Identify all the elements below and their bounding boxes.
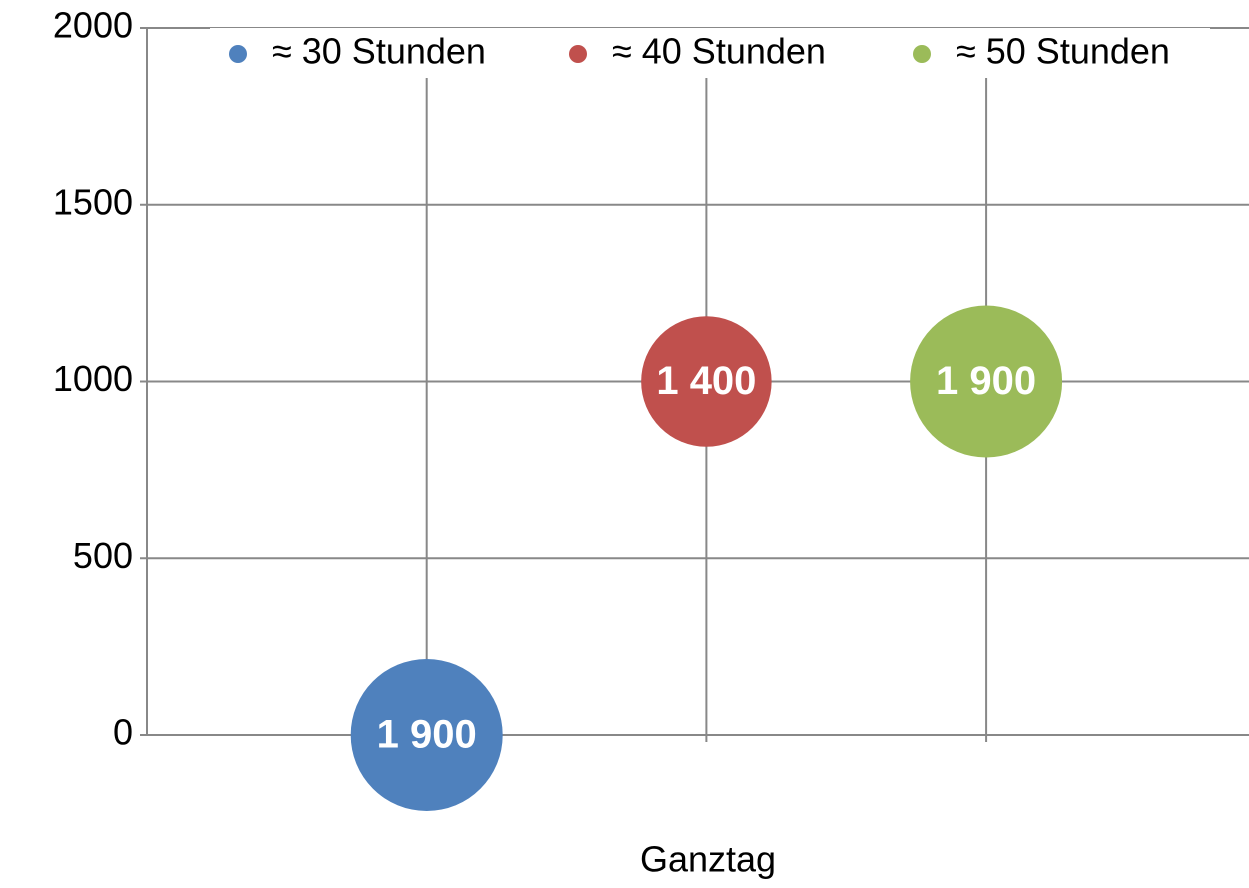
y-tick-label: 0 bbox=[113, 712, 133, 753]
data-label: 1 400 bbox=[656, 359, 756, 403]
bubble bbox=[910, 305, 1063, 458]
legend-label: ≈ 40 Stunden bbox=[612, 31, 826, 72]
y-tick-label: 500 bbox=[73, 535, 133, 576]
y-tick-label: 1000 bbox=[53, 358, 133, 399]
legend-background bbox=[210, 28, 1210, 78]
y-tick-label: 1500 bbox=[53, 181, 133, 222]
x-axis-label: Ganztag bbox=[640, 839, 776, 880]
legend-marker bbox=[229, 45, 247, 63]
legend-label: ≈ 30 Stunden bbox=[272, 31, 486, 72]
bubble bbox=[350, 659, 503, 811]
data-label: 1 900 bbox=[377, 713, 477, 757]
bubble bbox=[641, 316, 772, 447]
legend-marker bbox=[569, 45, 587, 63]
legend-marker bbox=[913, 45, 931, 63]
legend-label: ≈ 50 Stunden bbox=[956, 31, 1170, 72]
data-label: 1 900 bbox=[936, 359, 1036, 403]
y-tick-label: 2000 bbox=[53, 5, 133, 46]
